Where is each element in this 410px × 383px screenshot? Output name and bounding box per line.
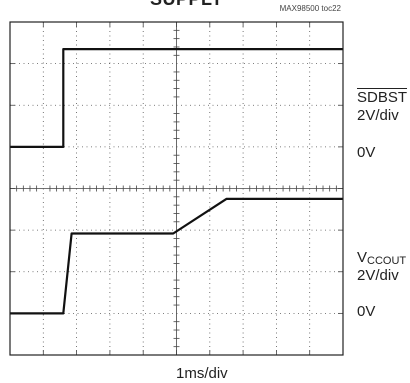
figure-id: MAX98500 toc22 [279,4,341,13]
trace-channel-1 [10,47,343,148]
ch2-name-main: V [357,249,368,266]
x-axis-label: 1ms/div [176,365,228,382]
traces [10,47,343,315]
plot-frame [9,21,344,356]
ch1-scale: 2V/div [357,107,399,124]
ch2-name: VCCOUT [357,249,406,270]
ch2-zero-label: 0V [357,303,376,320]
trace-channel-2 [10,197,343,315]
ch1-name: SDBST [357,89,408,106]
graticule [10,22,343,355]
ch2-name-sub: CCOUT [367,255,407,267]
ch2-scale: 2V/div [357,267,399,284]
ch1-zero-label: 0V [357,144,376,161]
chart-title: SUPPLY [150,0,223,10]
